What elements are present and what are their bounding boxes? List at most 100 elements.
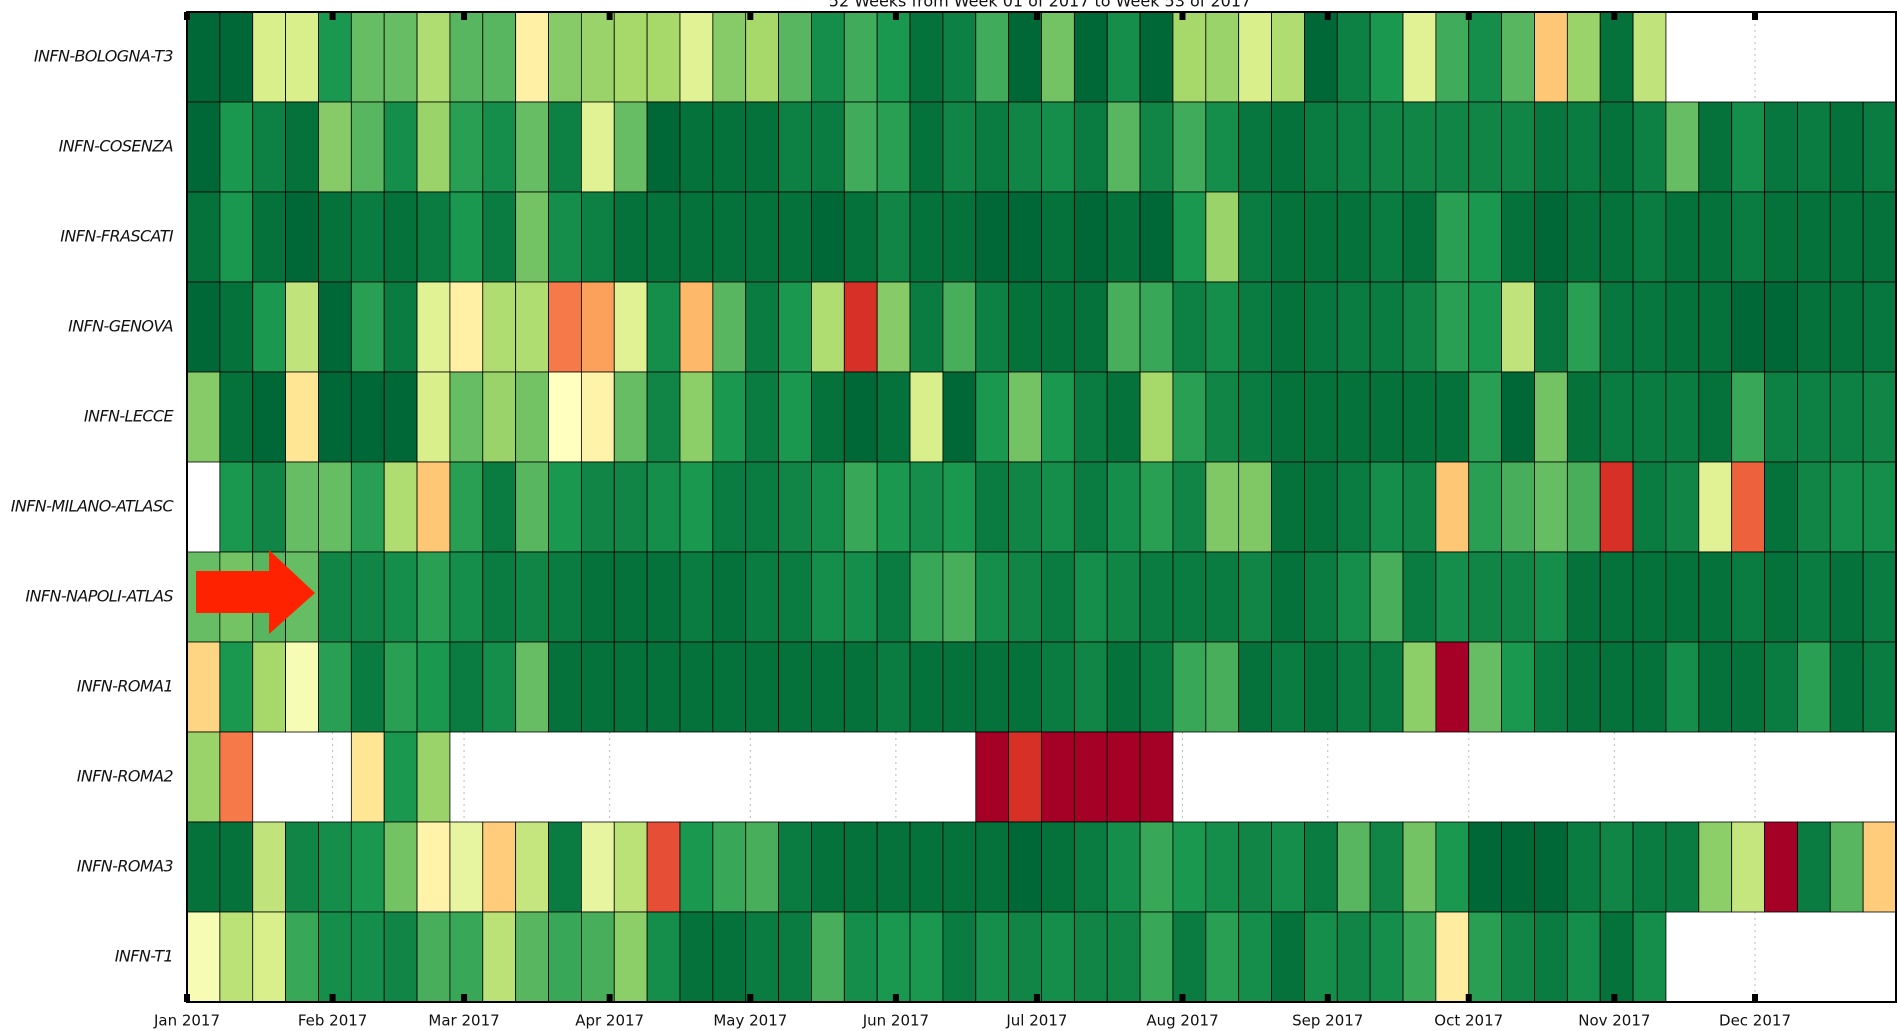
cell <box>745 461 779 553</box>
cell <box>1665 191 1700 283</box>
cell <box>646 191 681 283</box>
cell <box>646 911 681 1003</box>
cell <box>1566 551 1601 643</box>
cell <box>1534 101 1568 193</box>
cell <box>416 911 451 1003</box>
cell <box>449 641 484 733</box>
cell <box>1073 551 1108 643</box>
cell <box>1501 11 1535 103</box>
axes: Jan 2017 Feb 2017 Mar 2017 Apr 2017 May 2017… <box>11 11 1897 1030</box>
cell <box>909 11 944 103</box>
cell <box>318 101 352 193</box>
cell <box>942 11 977 103</box>
cell <box>1764 371 1798 463</box>
cell <box>1435 371 1470 463</box>
cell <box>219 641 254 733</box>
cell <box>1862 101 1897 193</box>
y-tick-label: INFN-MILANO-ATLASC <box>11 497 175 516</box>
tick-mark <box>1033 12 1040 20</box>
cell <box>1172 101 1207 193</box>
cell <box>1534 191 1568 283</box>
cell <box>383 551 418 643</box>
cell <box>646 11 681 103</box>
cell <box>482 281 517 373</box>
cell <box>778 101 812 193</box>
cell <box>1304 551 1338 643</box>
cell <box>186 911 221 1003</box>
cell <box>679 911 714 1003</box>
cell <box>1336 641 1371 733</box>
cell <box>1764 101 1798 193</box>
y-tick-label: INFN-COSENZA <box>59 137 173 156</box>
cell <box>975 101 1010 193</box>
cell <box>1304 821 1338 913</box>
cell <box>1402 101 1437 193</box>
cell <box>1534 821 1568 913</box>
cell <box>745 281 779 373</box>
cell <box>1599 551 1634 643</box>
cell <box>1402 551 1437 643</box>
cell <box>1731 461 1765 553</box>
cell <box>1731 371 1765 463</box>
cell <box>1829 641 1864 733</box>
cell <box>679 191 714 283</box>
cell <box>1402 11 1437 103</box>
cell <box>1008 461 1042 553</box>
cell <box>548 101 582 193</box>
cell <box>811 821 845 913</box>
cell <box>515 371 549 463</box>
cell <box>1139 461 1174 553</box>
cell <box>219 101 254 193</box>
cell <box>1304 911 1338 1003</box>
cell <box>1304 371 1338 463</box>
cell <box>1501 371 1535 463</box>
cell <box>975 11 1010 103</box>
cell <box>1336 911 1371 1003</box>
cell <box>482 911 517 1003</box>
cell <box>548 191 582 283</box>
cell <box>285 911 319 1003</box>
x-tick-label: Oct 2017 <box>1434 1012 1503 1030</box>
cell <box>1862 461 1897 553</box>
cell <box>1304 101 1338 193</box>
cell <box>1106 191 1141 283</box>
cell <box>383 11 418 103</box>
cell <box>1566 101 1601 193</box>
cell <box>778 551 812 643</box>
cell <box>909 911 944 1003</box>
cell <box>646 281 681 373</box>
cell <box>1534 461 1568 553</box>
cell <box>548 551 582 643</box>
cell <box>778 11 812 103</box>
cell <box>1271 101 1305 193</box>
cell <box>876 461 911 553</box>
tick-mark <box>1324 994 1331 1002</box>
x-tick-label: Mar 2017 <box>428 1012 499 1030</box>
cell <box>1238 101 1272 193</box>
cell <box>416 191 451 283</box>
cell <box>1468 461 1503 553</box>
highlight-arrow <box>196 550 315 634</box>
cell <box>1205 371 1240 463</box>
cell <box>712 551 747 643</box>
cell <box>350 821 385 913</box>
cell <box>515 101 549 193</box>
cell <box>515 911 549 1003</box>
cell <box>1599 101 1634 193</box>
cell <box>1073 371 1108 463</box>
cell <box>1369 911 1404 1003</box>
cell <box>580 551 615 643</box>
cell <box>679 281 714 373</box>
cell <box>449 191 484 283</box>
cell <box>1304 461 1338 553</box>
cell <box>1073 911 1108 1003</box>
cell <box>975 281 1010 373</box>
cell <box>285 11 319 103</box>
cell <box>778 461 812 553</box>
x-tick-label: Jul 2017 <box>1005 1012 1067 1030</box>
cell <box>1172 911 1207 1003</box>
cell <box>975 911 1010 1003</box>
cell <box>1073 281 1108 373</box>
cell <box>909 821 944 913</box>
cell <box>1172 821 1207 913</box>
